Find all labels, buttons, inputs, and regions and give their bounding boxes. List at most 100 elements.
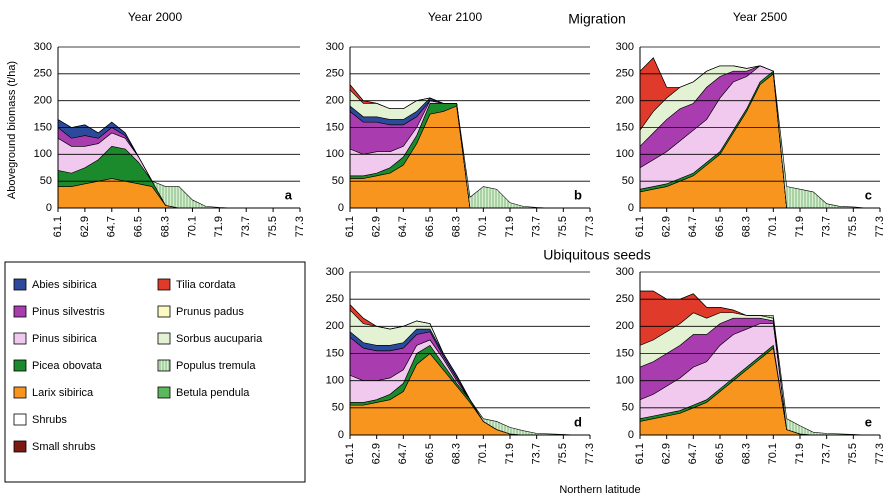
y-tick-label: 250	[326, 68, 344, 80]
y-tick-label: 250	[616, 293, 634, 305]
x-tick-label: 75.5	[847, 216, 859, 237]
x-tick-label: 70.1	[767, 216, 779, 237]
y-tick-label: 150	[34, 121, 52, 133]
x-tick-label: 68.3	[741, 216, 753, 237]
x-tick-label: 64.7	[687, 216, 699, 237]
chart-title: Year 2500	[733, 10, 788, 24]
legend-swatch	[13, 278, 27, 291]
y-tick-label: 250	[616, 68, 634, 80]
y-tick-label: 200	[326, 320, 344, 332]
x-tick-label: 77.3	[874, 216, 884, 237]
x-tick-label: 61.1	[634, 216, 646, 237]
x-tick-label: 77.3	[584, 216, 596, 237]
x-tick-label: 71.9	[213, 216, 225, 237]
group-title: Ubiquitous seeds	[543, 247, 650, 263]
legend-swatch	[13, 305, 27, 318]
x-tick-label: 68.3	[451, 216, 463, 237]
y-tick-label: 250	[34, 68, 52, 80]
area-series	[349, 304, 590, 436]
legend-swatch	[13, 413, 27, 426]
y-tick-label: 200	[616, 95, 634, 107]
x-tick-label: 62.9	[371, 216, 383, 237]
y-tick-label: 300	[34, 41, 52, 53]
y-tick-label: 200	[616, 320, 634, 332]
legend-swatch	[13, 332, 27, 345]
x-tick-label: 71.9	[794, 216, 806, 237]
x-tick-label: 73.7	[821, 216, 833, 237]
y-tick-label: 50	[40, 175, 52, 187]
y-tick-label: 200	[326, 95, 344, 107]
legend-swatch	[157, 332, 171, 345]
y-tick-label: 0	[46, 202, 52, 214]
panel-letter: e	[865, 414, 872, 429]
x-tick-label: 66.5	[133, 216, 145, 237]
panel-letter: d	[574, 414, 582, 429]
x-tick-label: 75.5	[267, 216, 279, 237]
x-tick-label: 77.3	[294, 216, 306, 237]
x-tick-label: 77.3	[584, 443, 596, 464]
panel-letter: a	[285, 187, 293, 202]
y-tick-label: 100	[34, 148, 52, 160]
x-tick-label: 64.7	[687, 443, 699, 464]
x-tick-label: 66.5	[424, 443, 436, 464]
legend-swatch	[157, 386, 171, 399]
legend-label: Sorbus aucuparia	[176, 333, 263, 345]
legend-label: Betula pendula	[176, 387, 250, 399]
legend-label: Small shrubs	[32, 441, 96, 453]
y-tick-label: 50	[332, 175, 344, 187]
x-tick-label: 68.3	[451, 443, 463, 464]
legend-swatch	[157, 278, 171, 291]
legend-label: Populus tremula	[176, 360, 256, 372]
x-tick-label: 75.5	[557, 443, 569, 464]
x-tick-label: 64.7	[397, 443, 409, 464]
legend-label: Abies sibirica	[32, 279, 98, 291]
area-series	[57, 119, 300, 209]
y-tick-label: 100	[326, 148, 344, 160]
x-axis-label: Northern latitude	[559, 484, 640, 496]
legend-swatch	[13, 386, 27, 399]
y-tick-label: 100	[326, 375, 344, 387]
x-tick-label: 71.9	[504, 216, 516, 237]
x-tick-label: 71.9	[794, 443, 806, 464]
y-tick-label: 150	[326, 347, 344, 359]
x-tick-label: 73.7	[821, 443, 833, 464]
y-tick-label: 0	[628, 202, 634, 214]
y-tick-label: 50	[622, 402, 634, 414]
x-tick-label: 66.5	[714, 216, 726, 237]
legend-label: Tilia cordata	[176, 279, 236, 291]
area-series	[639, 57, 880, 209]
legend-box	[4, 261, 306, 483]
y-tick-label: 300	[326, 41, 344, 53]
y-tick-label: 0	[338, 429, 344, 441]
x-tick-label: 62.9	[79, 216, 91, 237]
x-tick-label: 77.3	[874, 443, 884, 464]
y-tick-label: 0	[338, 202, 344, 214]
y-tick-label: 300	[616, 41, 634, 53]
legend-swatch	[157, 305, 171, 318]
x-tick-label: 64.7	[106, 216, 118, 237]
legend-swatch	[157, 359, 171, 372]
x-tick-label: 61.1	[52, 216, 64, 237]
y-tick-label: 100	[616, 148, 634, 160]
x-tick-label: 70.1	[767, 443, 779, 464]
x-tick-label: 66.5	[424, 216, 436, 237]
panel-letter: c	[865, 187, 872, 202]
x-tick-label: 62.9	[661, 443, 673, 464]
area-series	[349, 84, 590, 209]
y-tick-label: 150	[616, 347, 634, 359]
x-tick-label: 66.5	[714, 443, 726, 464]
y-tick-label: 300	[616, 266, 634, 278]
y-tick-label: 0	[628, 429, 634, 441]
x-tick-label: 68.3	[741, 443, 753, 464]
x-tick-label: 73.7	[531, 216, 543, 237]
y-tick-label: 300	[326, 266, 344, 278]
legend-label: Prunus padus	[176, 306, 244, 318]
legend-swatch	[13, 359, 27, 372]
group-title: Migration	[568, 11, 626, 27]
legend-label: Larix sibirica	[32, 387, 94, 399]
legend-label: Shrubs	[32, 414, 67, 426]
x-tick-label: 70.1	[477, 216, 489, 237]
panel-letter: b	[574, 187, 582, 202]
x-tick-label: 62.9	[661, 216, 673, 237]
